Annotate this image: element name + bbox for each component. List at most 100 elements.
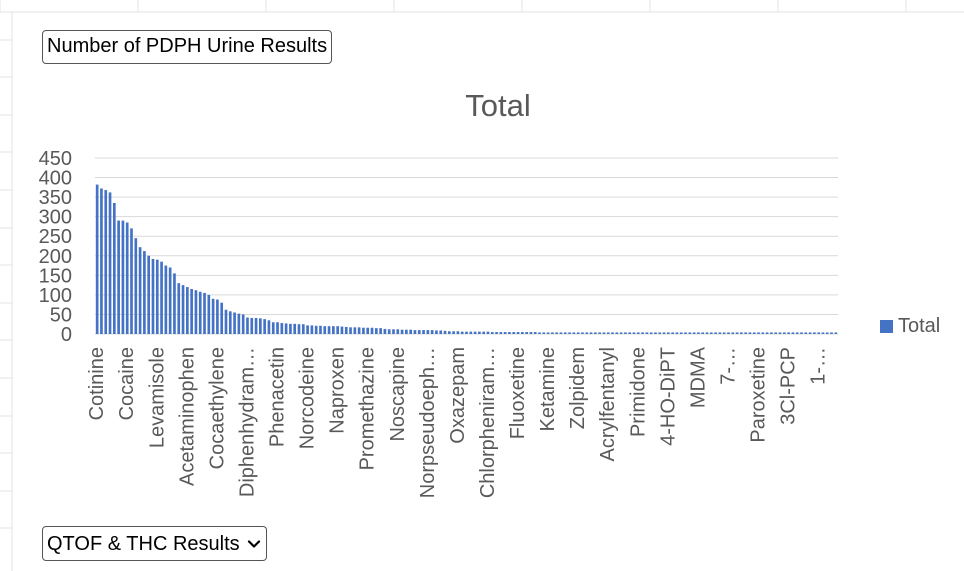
bar[interactable] [482,331,486,334]
bar[interactable] [740,332,743,334]
bar[interactable] [344,326,348,334]
bar[interactable] [465,331,468,334]
bar[interactable] [430,330,434,334]
bar[interactable] [821,332,825,334]
bar[interactable] [478,331,481,334]
bar[interactable] [641,332,644,334]
bar[interactable] [108,192,112,334]
bar[interactable] [293,323,297,334]
bar[interactable] [211,298,215,334]
bar[interactable] [353,327,357,334]
bar[interactable] [499,332,503,334]
bar[interactable] [795,332,799,334]
bar[interactable] [778,332,782,334]
bar[interactable] [486,331,490,334]
bar[interactable] [228,311,232,334]
bar[interactable] [538,332,541,334]
legend[interactable]: Total [880,315,940,337]
bar[interactable] [130,228,133,334]
bar[interactable] [615,332,619,334]
bar[interactable] [181,285,185,334]
bar[interactable] [512,332,516,334]
bar[interactable] [714,332,717,334]
bar[interactable] [671,332,674,334]
bar[interactable] [572,332,576,334]
bar[interactable] [383,328,387,334]
bar[interactable] [280,323,284,334]
bar[interactable] [435,330,438,334]
bar[interactable] [203,292,206,334]
bar[interactable] [774,332,778,334]
bar[interactable] [834,332,838,334]
bar[interactable] [675,332,679,334]
bar[interactable] [469,331,473,334]
bar[interactable] [594,332,597,334]
bar[interactable] [490,332,494,334]
bar[interactable] [761,332,765,334]
bar[interactable] [323,326,327,334]
bar[interactable] [276,322,279,334]
bar[interactable] [207,294,211,334]
bar[interactable] [727,332,730,334]
bar[interactable] [374,328,378,334]
filter-field-dropdown[interactable]: QTOF & THC Results [42,526,267,561]
bar[interactable] [370,327,374,334]
bar[interactable] [503,332,507,334]
bar[interactable] [100,188,103,334]
bar[interactable] [533,332,537,334]
bar[interactable] [495,332,498,334]
bar[interactable] [735,332,739,334]
bar[interactable] [362,327,365,334]
bar[interactable] [134,238,138,334]
bar[interactable] [688,332,692,334]
bar[interactable] [314,325,318,334]
bar[interactable] [117,220,120,334]
bar[interactable] [662,332,666,334]
bar[interactable] [143,251,146,334]
bar[interactable] [422,330,425,334]
bar[interactable] [563,332,567,334]
bar[interactable] [233,312,236,334]
bar[interactable] [426,330,430,334]
bar[interactable] [813,332,816,334]
bar[interactable] [246,317,249,334]
bar[interactable] [336,326,339,334]
bar[interactable] [327,326,331,334]
bar[interactable] [568,332,571,334]
bar[interactable] [237,313,241,334]
bar-series-total[interactable] [95,184,838,334]
bar[interactable] [787,332,790,334]
bar[interactable] [521,332,524,334]
bar[interactable] [284,323,288,334]
bar[interactable] [606,332,610,334]
bar[interactable] [332,326,335,334]
bar[interactable] [516,332,520,334]
bar[interactable] [658,332,662,334]
bar[interactable] [718,332,722,334]
bar[interactable] [697,332,700,334]
bar[interactable] [164,265,168,334]
bar[interactable] [190,289,193,334]
bar[interactable] [319,325,322,334]
bar[interactable] [585,332,589,334]
bar[interactable] [366,327,370,334]
bar[interactable] [168,267,172,334]
bar[interactable] [301,324,305,334]
bar[interactable] [624,332,627,334]
bar[interactable] [310,325,314,334]
bar[interactable] [177,283,181,334]
bar[interactable] [546,332,550,334]
bar[interactable] [559,332,563,334]
bar[interactable] [220,302,224,334]
bar[interactable] [443,330,447,334]
bar[interactable] [611,332,614,334]
bar[interactable] [667,332,670,334]
bar[interactable] [289,323,292,334]
bar[interactable] [830,332,833,334]
bar[interactable] [297,324,301,334]
bar[interactable] [705,332,709,334]
bar[interactable] [387,329,391,334]
bar[interactable] [160,261,163,334]
bar[interactable] [400,329,404,334]
